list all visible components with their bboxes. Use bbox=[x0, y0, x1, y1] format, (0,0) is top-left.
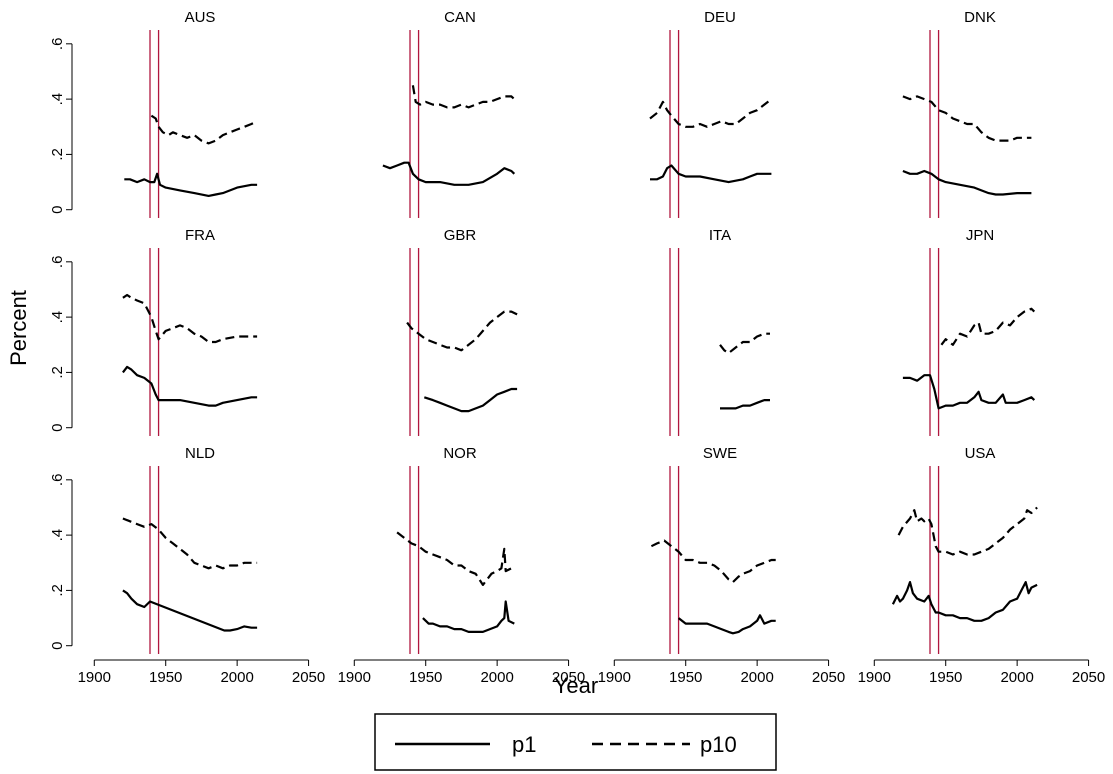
legend-box bbox=[374, 713, 777, 771]
series-line-p1 bbox=[122, 365, 258, 407]
series-line-p1 bbox=[382, 161, 516, 186]
panel-gbr: GBR bbox=[406, 227, 518, 436]
series-line-p1 bbox=[122, 589, 258, 632]
series-line-p1 bbox=[422, 600, 515, 633]
series-line-p10 bbox=[396, 531, 515, 586]
x-tick-label: 2050 bbox=[812, 669, 845, 686]
series-line-p10 bbox=[122, 293, 258, 344]
y-tick-label: .6 bbox=[49, 38, 66, 51]
panel-title: AUS bbox=[185, 9, 216, 26]
panel-title: JPN bbox=[966, 227, 994, 244]
x-axis-label: Year bbox=[554, 673, 598, 698]
y-tick-label: .6 bbox=[49, 256, 66, 269]
panel-title: NOR bbox=[443, 445, 477, 462]
panel-title: USA bbox=[965, 445, 996, 462]
series-line-p10 bbox=[150, 114, 258, 145]
panel-title: FRA bbox=[185, 227, 215, 244]
panel-nor: NOR 1900 1950 2000 2050 bbox=[338, 445, 586, 686]
x-tick-label: 1950 bbox=[929, 669, 962, 686]
legend-label-p1: p1 bbox=[512, 732, 536, 757]
x-tick-label: 1950 bbox=[149, 669, 182, 686]
panel-title: DEU bbox=[704, 9, 736, 26]
series-line-p10 bbox=[940, 307, 1036, 346]
panel-aus: AUS 0 .2 .4 .6 bbox=[49, 9, 258, 218]
x-tick-label: 2000 bbox=[1000, 669, 1033, 686]
series-line-p1 bbox=[902, 374, 1036, 410]
x-tick-label: 2050 bbox=[292, 669, 325, 686]
y-tick-label: 0 bbox=[49, 206, 66, 214]
series-line-p1 bbox=[720, 399, 770, 410]
y-axis-label: Percent bbox=[6, 290, 31, 366]
y-tick-label: 0 bbox=[49, 424, 66, 432]
panel-title: NLD bbox=[185, 445, 215, 462]
panel-nld: NLD 0 .2 .4 .6 1900 1950 2000 2050 bbox=[49, 445, 325, 686]
x-tick-label: 1900 bbox=[858, 669, 891, 686]
panel-fra: FRA 0 .2 .4 .6 bbox=[49, 227, 258, 436]
y-tick-label: .2 bbox=[49, 148, 66, 161]
panel-usa: USA 1900 1950 2000 2050 bbox=[858, 445, 1106, 686]
panel-title: ITA bbox=[709, 227, 731, 244]
series-line-p10 bbox=[719, 332, 770, 355]
x-tick-label: 2000 bbox=[220, 669, 253, 686]
series-line-p10 bbox=[649, 98, 773, 128]
legend: p1 p10 bbox=[374, 713, 777, 771]
panel-title: DNK bbox=[964, 9, 996, 26]
panel-deu: DEU bbox=[649, 9, 773, 218]
series-line-p1 bbox=[124, 172, 258, 197]
panel-ita: ITA bbox=[669, 227, 770, 436]
chart-panels: AUS 0 .2 .4 .6 CAN DEU DNK FRA 0 .2 .4 .6 GBR ITA JPN NL… bbox=[49, 9, 1105, 686]
y-tick-label: .4 bbox=[49, 311, 66, 324]
y-tick-label: .4 bbox=[49, 529, 66, 542]
y-tick-label: .2 bbox=[49, 584, 66, 597]
x-tick-label: 2000 bbox=[740, 669, 773, 686]
y-tick-label: 0 bbox=[49, 642, 66, 650]
x-tick-label: 1900 bbox=[598, 669, 631, 686]
x-tick-label: 1950 bbox=[409, 669, 442, 686]
panel-title: GBR bbox=[444, 227, 477, 244]
series-line-p1 bbox=[891, 581, 1038, 622]
series-line-p10 bbox=[650, 539, 776, 584]
panel-swe: SWE 1900 1950 2000 2050 bbox=[598, 445, 846, 686]
panel-can: CAN bbox=[382, 9, 516, 218]
series-line-p10 bbox=[406, 310, 518, 352]
panel-title: SWE bbox=[703, 445, 737, 462]
series-line-p1 bbox=[423, 387, 518, 413]
series-line-p10 bbox=[902, 95, 1032, 142]
y-tick-label: .4 bbox=[49, 93, 66, 106]
x-tick-label: 1900 bbox=[338, 669, 371, 686]
series-line-p1 bbox=[902, 169, 1032, 196]
series-line-p10 bbox=[411, 85, 516, 109]
series-line-p1 bbox=[677, 614, 776, 635]
x-tick-label: 2050 bbox=[552, 669, 585, 686]
series-line-p10 bbox=[122, 517, 258, 570]
series-line-p1 bbox=[650, 164, 772, 184]
x-tick-label: 1900 bbox=[78, 669, 111, 686]
legend-label-p10: p10 bbox=[700, 732, 737, 757]
y-tick-label: .6 bbox=[49, 474, 66, 487]
y-tick-label: .2 bbox=[49, 366, 66, 379]
x-tick-label: 2050 bbox=[1072, 669, 1105, 686]
panel-dnk: DNK bbox=[902, 9, 1032, 218]
x-tick-label: 2000 bbox=[480, 669, 513, 686]
panel-title: CAN bbox=[444, 9, 476, 26]
panel-jpn: JPN bbox=[902, 227, 1036, 436]
series-line-p10 bbox=[897, 506, 1038, 556]
x-tick-label: 1950 bbox=[669, 669, 702, 686]
